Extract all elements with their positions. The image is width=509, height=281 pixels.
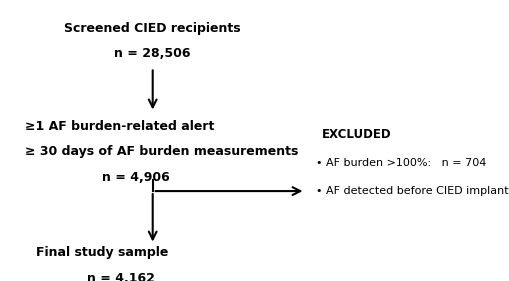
Text: ≥ 30 days of AF burden measurements: ≥ 30 days of AF burden measurements [25, 145, 299, 158]
Text: Final study sample: Final study sample [36, 246, 168, 259]
Text: n = 4,162: n = 4,162 [87, 272, 154, 281]
Text: Screened CIED recipients: Screened CIED recipients [64, 22, 241, 35]
Text: ≥1 AF burden-related alert: ≥1 AF burden-related alert [25, 120, 215, 133]
Text: n = 28,506: n = 28,506 [115, 47, 191, 60]
Text: • AF detected before CIED implant:   n = 40: • AF detected before CIED implant: n = 4… [316, 186, 509, 196]
Text: EXCLUDED: EXCLUDED [322, 128, 391, 141]
Text: • AF burden >100%:   n = 704: • AF burden >100%: n = 704 [316, 158, 486, 168]
Text: n = 4,906: n = 4,906 [102, 171, 169, 183]
